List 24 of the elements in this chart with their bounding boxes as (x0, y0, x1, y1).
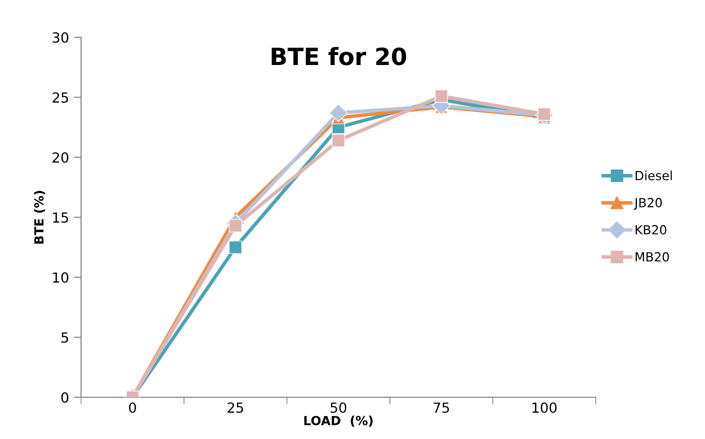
y-tick-label: 0 (61, 392, 68, 403)
x-axis-title: LOAD (%) (304, 416, 373, 427)
y-tick-label: 15 (53, 212, 68, 223)
y-axis-title: BTE (%) (34, 190, 46, 244)
x-tick-label: 75 (434, 402, 449, 413)
point (332, 134, 345, 148)
x-tick-label: 25 (228, 402, 244, 413)
legend-label: MB20 (636, 252, 669, 262)
x-tick-label: 50 (330, 402, 346, 413)
y-tick-label: 20 (52, 152, 68, 163)
x-tick-label: 100 (532, 402, 557, 413)
point (434, 90, 448, 103)
legend-label: KB20 (636, 225, 666, 234)
legend-label: Diesel (636, 170, 672, 180)
y-tick-label: 30 (52, 32, 68, 43)
y-tick-label: 5 (62, 332, 68, 343)
x-tick-label: 0 (129, 402, 136, 413)
point (228, 240, 242, 254)
y-tick-label: 10 (53, 272, 68, 283)
legend-label: JB20 (634, 198, 662, 210)
point (329, 104, 348, 122)
chart-title: BTE for 20 (272, 47, 406, 66)
y-tick-label: 25 (52, 92, 68, 103)
point (228, 219, 242, 232)
